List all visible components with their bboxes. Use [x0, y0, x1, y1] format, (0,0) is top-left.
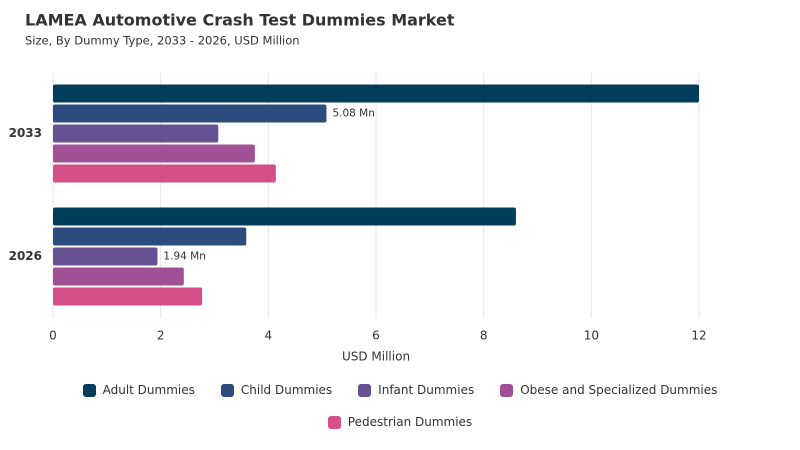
- legend-label: Adult Dummies: [102, 383, 195, 397]
- chart: LAMEA Automotive Crash Test Dummies Mark…: [9, 11, 707, 364]
- legend-label: Child Dummies: [240, 383, 333, 397]
- y-tick-label: 2033: [9, 126, 42, 140]
- x-axis-label: USD Million: [342, 350, 410, 364]
- legend-label: Infant Dummies: [378, 383, 475, 397]
- legend-item: Pedestrian Dummies: [327, 412, 473, 432]
- x-tick-label: 2: [157, 329, 165, 343]
- legend-item: Adult Dummies: [82, 380, 195, 400]
- bar: [53, 124, 219, 143]
- bar: [53, 267, 184, 286]
- legend-swatch: [220, 383, 234, 397]
- data-label: 1.94 Mn: [163, 251, 205, 263]
- legend-swatch: [327, 415, 341, 429]
- x-tick-label: 6: [372, 329, 380, 343]
- x-tick-label: 4: [265, 329, 273, 343]
- bar: [53, 144, 255, 163]
- x-tick-label: 8: [480, 329, 488, 343]
- legend-label: Obese and Specialized Dummies: [520, 383, 718, 397]
- bar: [53, 227, 247, 246]
- bar: [53, 287, 203, 306]
- legend-item: Obese and Specialized Dummies: [500, 380, 717, 400]
- legend-item: Infant Dummies: [358, 380, 474, 400]
- legend: Adult Dummies Child Dummies Infant Dummies…: [40, 380, 760, 432]
- legend-swatch: [82, 383, 96, 397]
- data-label: 5.08 Mn: [332, 108, 374, 120]
- chart-title: LAMEA Automotive Crash Test Dummies Mark…: [25, 11, 455, 30]
- legend-label: Pedestrian Dummies: [347, 415, 473, 429]
- chart-subtitle: Size, By Dummy Type, 2033 - 2026, USD Mi…: [25, 34, 300, 48]
- bar: [53, 84, 699, 103]
- bar: [53, 164, 276, 183]
- x-tick-label: 12: [691, 329, 706, 343]
- legend-swatch: [500, 383, 514, 397]
- x-tick-label: 10: [584, 329, 599, 343]
- legend-item: Child Dummies: [220, 380, 333, 400]
- bar: [53, 247, 158, 266]
- legend-swatch: [358, 383, 372, 397]
- bar: [53, 104, 327, 123]
- bar: [53, 207, 516, 226]
- y-tick-label: 2026: [9, 249, 42, 263]
- x-tick-label: 0: [49, 329, 57, 343]
